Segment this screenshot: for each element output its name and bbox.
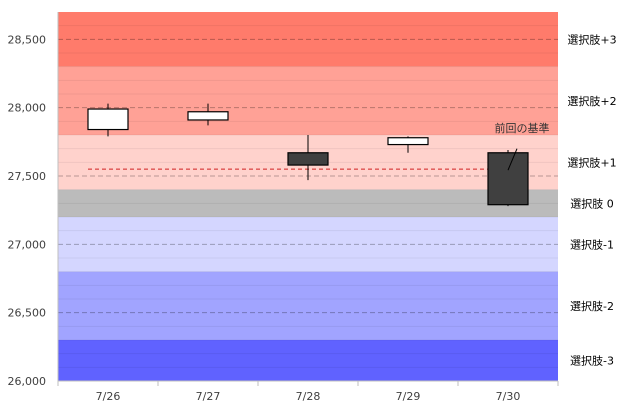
band-3 (58, 189, 558, 217)
band-label: 選択肢 0 (570, 196, 614, 210)
y-tick-label: 28,000 (8, 102, 47, 115)
x-tick-label: 7/28 (296, 390, 321, 403)
x-tick-label: 7/27 (196, 390, 221, 403)
y-tick-label: 27,500 (8, 170, 47, 183)
band-1 (58, 66, 558, 135)
band-label: 選択肢+3 (567, 32, 616, 46)
band-label: 選択肢+1 (567, 155, 616, 169)
y-tick-label: 27,000 (8, 238, 47, 251)
band-6 (58, 340, 558, 381)
y-tick-label: 26,500 (8, 307, 47, 320)
band-label: 選択肢-3 (570, 354, 614, 368)
band-label: 選択肢+2 (567, 94, 616, 108)
band-4 (58, 217, 558, 272)
y-tick-label: 28,500 (8, 33, 47, 46)
candle-body (187, 111, 229, 121)
candle-body (287, 152, 329, 166)
y-tick-label: 26,000 (8, 375, 47, 388)
band-0 (58, 12, 558, 67)
x-tick-label: 7/30 (496, 390, 521, 403)
candle-body (387, 137, 429, 146)
annotation-leader (507, 148, 518, 171)
candle-body (87, 108, 129, 131)
band-label: 選択肢-2 (570, 299, 614, 313)
candle-body (487, 152, 529, 206)
x-tick-label: 7/29 (396, 390, 421, 403)
x-tick-label: 7/26 (96, 390, 121, 403)
reference-annotation: 前回の基準 (495, 121, 550, 135)
band-5 (58, 271, 558, 340)
band-label: 選択肢-1 (570, 237, 614, 251)
